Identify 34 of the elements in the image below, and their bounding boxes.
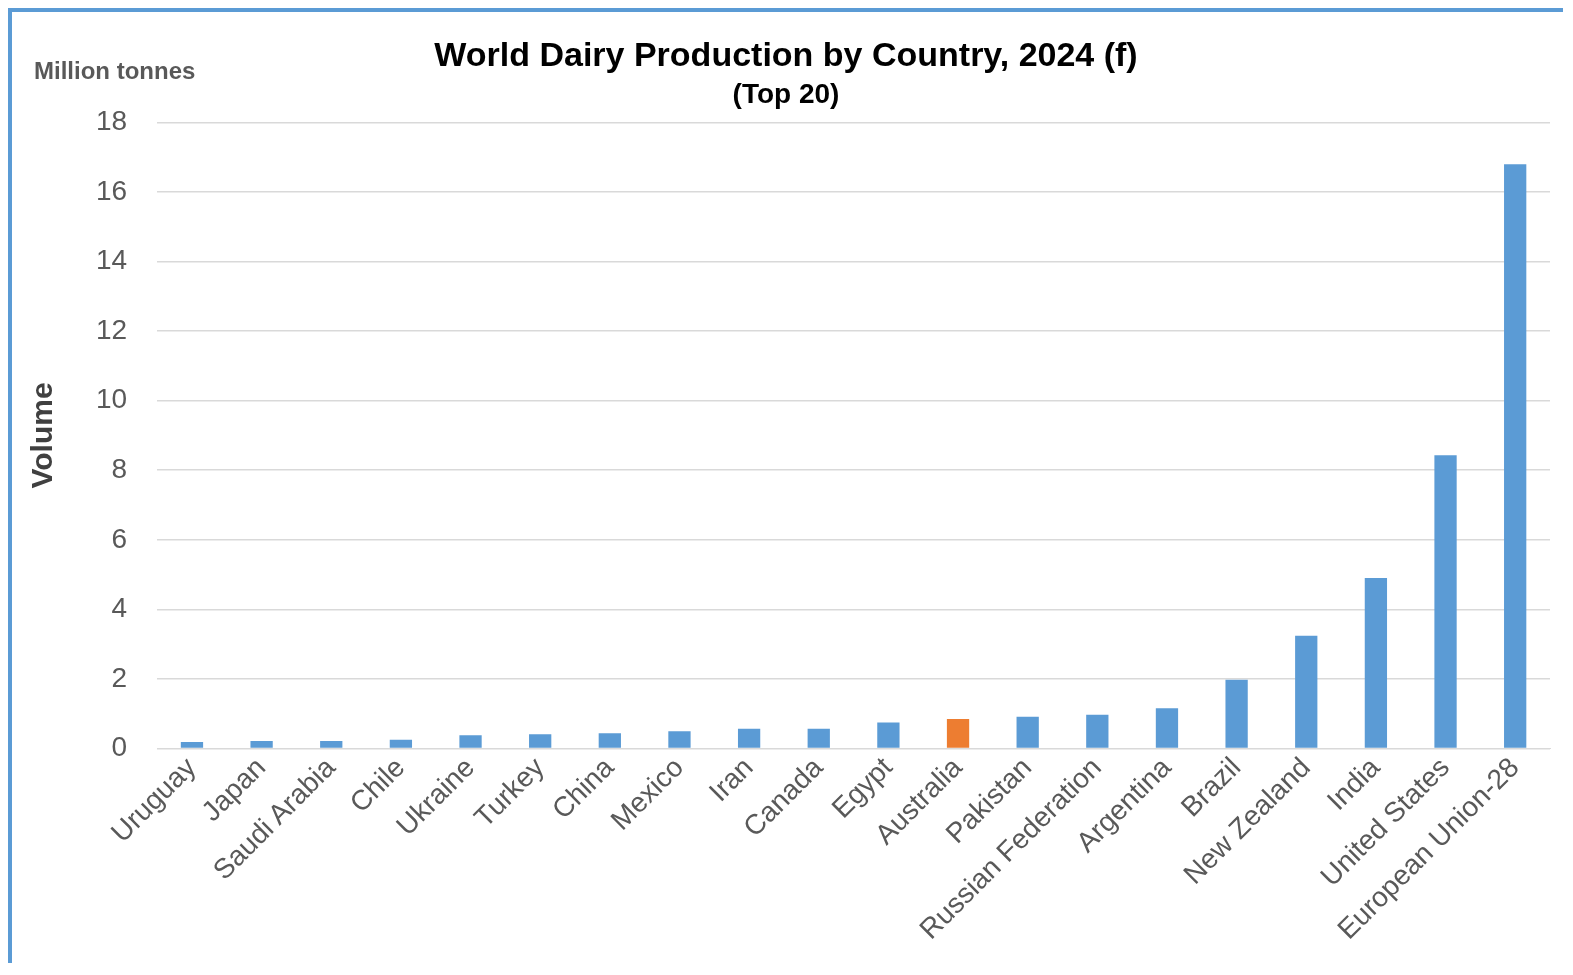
bar: [1434, 455, 1457, 748]
y-axis-title: Volume: [25, 382, 59, 489]
bar: [946, 718, 970, 748]
y-tick-label: 6: [111, 522, 128, 554]
y-tick-label: 4: [111, 592, 128, 624]
bar: [1016, 716, 1039, 748]
bar: [1225, 679, 1248, 748]
bar: [1086, 714, 1109, 748]
bar: [877, 722, 900, 748]
y-tick-label: 0: [111, 731, 128, 763]
bar: [807, 728, 830, 748]
bar: [1504, 164, 1527, 748]
bar: [250, 740, 273, 748]
y-tick-label: 12: [95, 313, 128, 345]
bar: [529, 734, 552, 748]
bar: [389, 739, 413, 748]
text: Million tonnes: [34, 56, 196, 84]
y-tick-label: 14: [95, 244, 128, 276]
y-tick-label: 2: [111, 661, 128, 693]
bar: [180, 741, 204, 748]
bar: [1364, 578, 1388, 748]
chart-title: World Dairy Production by Country, 2024 (f): [434, 34, 1138, 73]
y-tick-label: 16: [95, 174, 128, 206]
bar: [320, 740, 343, 748]
bar: [1155, 708, 1179, 748]
bar: [598, 733, 621, 748]
y-tick-label: 8: [111, 452, 128, 484]
bar: [1295, 635, 1318, 748]
bar: [459, 735, 482, 748]
y-tick-label: 18: [95, 105, 128, 137]
bar: [737, 728, 761, 748]
y-tick-label: 10: [95, 383, 128, 415]
chart-subtitle: (Top 20): [732, 78, 840, 110]
bar: [668, 731, 691, 748]
